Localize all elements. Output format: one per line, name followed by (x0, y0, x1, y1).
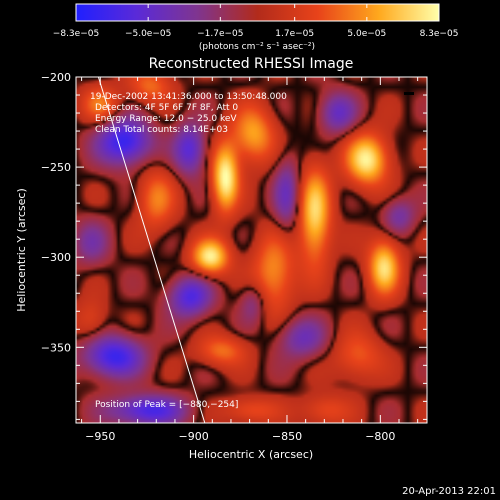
annotation-energy-range: Energy Range: 12.0 − 25.0 keV (95, 114, 237, 124)
x-tick-label: −850 (272, 430, 302, 443)
colorbar-ramp (75, 3, 440, 22)
y-axis-ticks: −200 −250 −300 −350 (41, 71, 427, 420)
x-axis-label: Heliocentric X (arcsec) (189, 448, 313, 461)
colorbar-tick-label: −1.7e−05 (197, 29, 243, 39)
x-tick-label: −950 (85, 430, 115, 443)
solar-limb-line (97, 77, 206, 423)
colorbar: −8.3e−05 −5.0e−05 −1.7e−05 1.7e−05 5.0e−05 8.… (53, 3, 459, 52)
y-tick-label: −200 (41, 71, 71, 84)
detector-marker (404, 92, 414, 95)
colorbar-tick-label: −8.3e−05 (53, 29, 99, 39)
annotation-time-range: 19-Dec-2002 13:41:36.000 to 13:50:48.000 (90, 92, 287, 102)
annotations: 19-Dec-2002 13:41:36.000 to 13:50:48.000… (90, 92, 287, 410)
x-tick-label: −800 (365, 430, 395, 443)
annotation-detectors: Detectors: 4F 5F 6F 7F 8F, Att 0 (95, 103, 238, 113)
timestamp: 20-Apr-2013 22:01 (402, 486, 496, 497)
colorbar-tick-label: −5.0e−05 (125, 29, 171, 39)
annotation-clean-counts: Clean Total counts: 8.14E+03 (95, 125, 228, 135)
y-axis-label: Heliocentric Y (arcsec) (15, 188, 28, 312)
y-tick-label: −300 (41, 251, 71, 264)
y-tick-label: −250 (41, 161, 71, 174)
x-tick-label: −900 (179, 430, 209, 443)
heatmap-raster (76, 77, 427, 423)
y-tick-label: −350 (41, 341, 71, 354)
heatmap-image (76, 77, 427, 423)
colorbar-tick-label: 8.3e−05 (420, 29, 459, 39)
peak-position-label: Position of Peak = [−880,−254] (95, 400, 238, 410)
x-axis-ticks: −950 −900 −850 −800 (81, 77, 419, 443)
colorbar-unit-label: (photons cm⁻² s⁻¹ asec⁻²) (199, 42, 315, 52)
colorbar-ticks: −8.3e−05 −5.0e−05 −1.7e−05 1.7e−05 5.0e−05 8.… (53, 4, 459, 39)
chart-title: Reconstructed RHESSI Image (149, 56, 354, 72)
colorbar-tick-label: 5.0e−05 (347, 29, 386, 39)
colorbar-tick-label: 1.7e−05 (275, 29, 314, 39)
plot-frame (75, 76, 428, 424)
